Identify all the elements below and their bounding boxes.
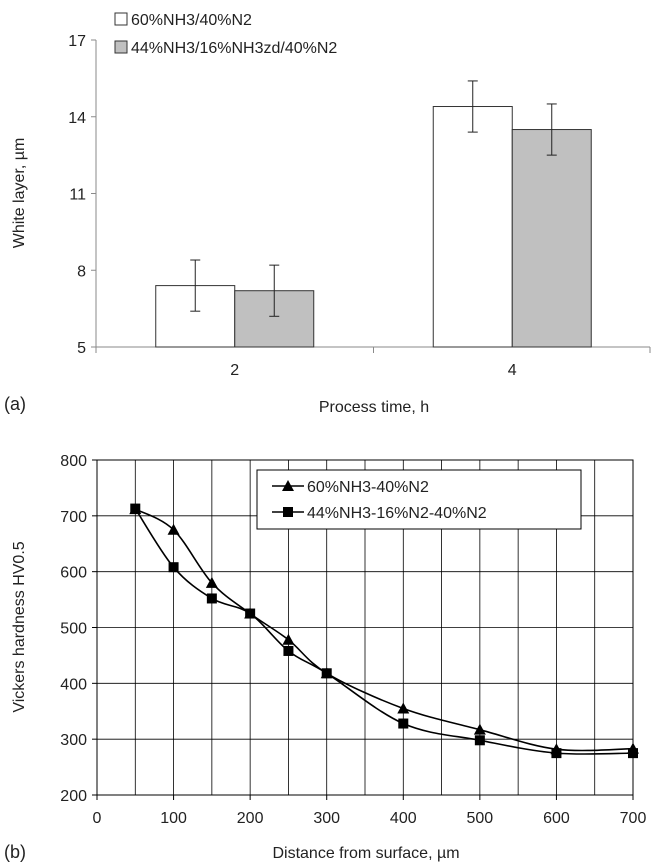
chart-b-legend-label: 60%NH3-40%N2	[307, 479, 429, 496]
chart-b-point	[245, 608, 256, 619]
chart-a-legend-swatch	[114, 12, 128, 26]
chart-a-legend-swatch	[114, 40, 128, 54]
chart-b-legend-marker	[282, 480, 294, 491]
chart-b-point	[397, 702, 410, 714]
chart-b: 200 300 400 500 600 700 800 0 100 200 300 400 500 600…	[4, 453, 646, 862]
chart-b-point	[168, 562, 179, 573]
chart-a-xtick-label: 4	[508, 362, 517, 379]
chart-b-xtick-label: 700	[620, 810, 647, 827]
chart-a-ylabel: White layer, µm	[11, 138, 28, 249]
chart-b-ytick-label: 400	[60, 676, 87, 693]
chart-b-legend-label: 44%NH3-16%N2-40%N2	[307, 505, 487, 522]
chart-b-xtick-label: 100	[160, 810, 187, 827]
chart-b-point	[282, 633, 295, 645]
chart-a-legend: 60%NH3/40%N2 44%NH3/16%NH3zd/40%N2	[114, 12, 337, 57]
chart-b-xtick-label: 200	[237, 810, 264, 827]
chart-a-bar	[511, 129, 592, 348]
chart-a-legend-label: 60%NH3/40%N2	[131, 12, 252, 29]
chart-b-ytick-label: 700	[60, 509, 87, 526]
chart-b-ticks: 200 300 400 500 600 700 800 0 100 200 300 400 500 600…	[60, 453, 646, 827]
chart-b-point	[473, 723, 486, 735]
chart-a-bar	[432, 106, 513, 348]
chart-b-point	[205, 576, 218, 588]
chart-b-ytick-label: 600	[60, 565, 87, 582]
chart-b-series-line	[134, 508, 634, 755]
chart-a-error-bar	[269, 264, 280, 317]
chart-b-xlabel: Distance from surface, µm	[272, 845, 459, 862]
chart-b-legend: 60%NH3-40%N2 44%NH3-16%N2-40%N2	[256, 469, 582, 530]
chart-b-point	[321, 668, 332, 679]
chart-b-markers	[129, 503, 639, 759]
chart-b-point	[130, 503, 141, 514]
chart-b-legend-box	[256, 469, 582, 530]
chart-b-point	[628, 748, 638, 759]
chart-a-ytick-label: 8	[77, 263, 86, 280]
chart-b-point	[551, 748, 562, 759]
chart-a-legend-label: 44%NH3/16%NH3zd/40%N2	[131, 40, 337, 57]
chart-a-error-bar	[190, 259, 201, 312]
chart-b-point	[206, 593, 217, 604]
chart-b-xtick-label: 500	[467, 810, 494, 827]
chart-a-panel-label: (a)	[4, 394, 26, 414]
chart-b-ytick-label: 200	[60, 788, 87, 805]
chart-b-xtick-label: 0	[93, 810, 102, 827]
chart-b-lines	[134, 508, 634, 755]
chart-a-error-bars	[190, 80, 557, 317]
chart-a-xlabel: Process time, h	[319, 399, 429, 416]
chart-b-ylabel: Vickers hardness HV0.5	[11, 541, 28, 712]
chart-b-series-line	[134, 508, 634, 752]
chart-b-panel-label: (b)	[4, 842, 26, 862]
chart-b-ytick-label: 500	[60, 621, 87, 638]
chart-b-xtick-label: 600	[543, 810, 570, 827]
chart-b-xtick-label: 300	[313, 810, 340, 827]
chart-a-ytick-label: 17	[68, 33, 86, 50]
chart-a-ytick-label: 14	[68, 110, 86, 127]
chart-a-bars	[155, 106, 592, 348]
chart-b-ytick-label: 300	[60, 732, 87, 749]
chart-b-legend-marker	[283, 507, 293, 517]
chart-b-ytick-label: 800	[60, 453, 87, 470]
chart-a: 5 8 11 14 17 2 4 60%NH3/40%N2 44%NH3/16%NH3zd/4…	[4, 12, 651, 416]
chart-b-point	[398, 718, 409, 729]
chart-a-ytick-label: 5	[77, 340, 86, 357]
chart-b-point	[283, 645, 294, 656]
chart-a-error-bar	[546, 103, 557, 156]
chart-b-point	[167, 523, 180, 535]
chart-a-ytick-label: 11	[69, 187, 86, 204]
chart-a-ticks: 5 8 11 14 17 2 4	[68, 33, 651, 379]
chart-a-xtick-label: 2	[230, 362, 239, 379]
chart-b-xtick-label: 400	[390, 810, 417, 827]
chart-a-error-bar	[467, 80, 478, 133]
chart-b-point	[474, 735, 485, 746]
